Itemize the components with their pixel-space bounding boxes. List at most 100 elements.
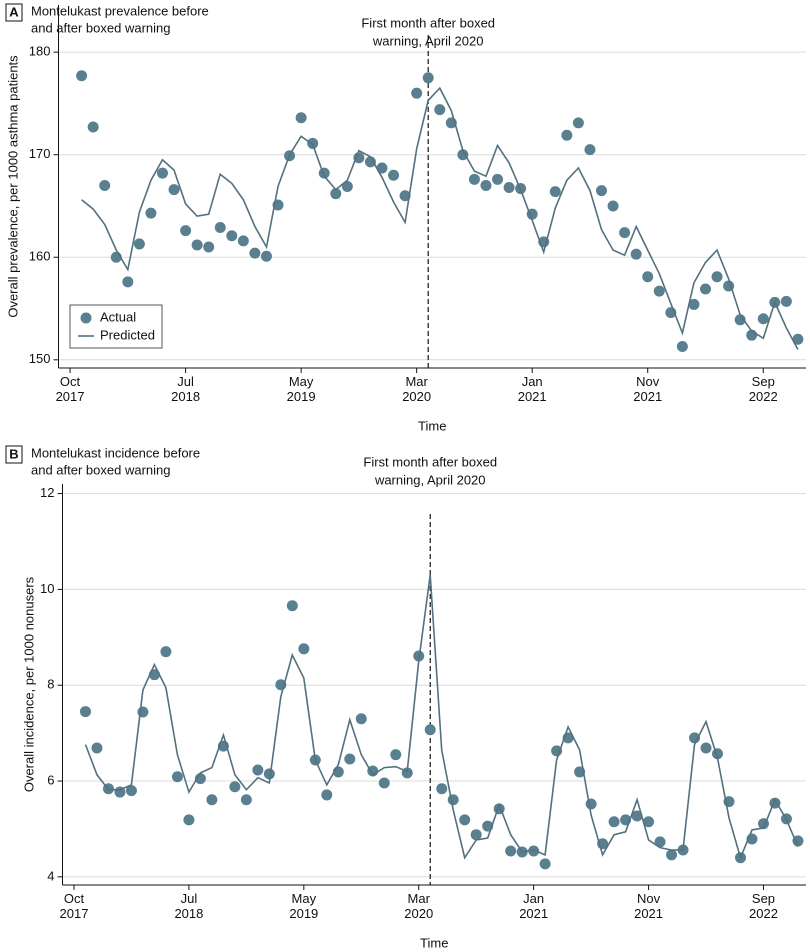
x-tick-label: Sep 2022 [749,374,778,404]
y-tick-label: 10 [40,581,54,596]
x-tick-label: Mar 2020 [404,891,433,921]
actual-point [561,129,573,141]
x-axis-label: Time [420,935,448,950]
actual-point [286,600,298,612]
actual-point [549,186,561,198]
actual-point [330,188,342,200]
chart-title: and after boxed warning [31,462,170,477]
panel-letter-box [5,445,23,464]
y-tick-label: 4 [47,868,54,883]
actual-point [654,836,666,848]
actual-point [596,185,608,197]
actual-point [364,156,376,168]
legend-label: Predicted [100,327,155,342]
actual-point [422,72,434,84]
actual-point [390,749,402,761]
actual-point [653,285,665,297]
panel-letter-box [5,3,23,22]
actual-point [229,781,241,793]
actual-point [792,333,804,345]
actual-point [194,773,206,785]
actual-point [480,179,492,191]
y-tick-label: 180 [29,44,51,59]
actual-point [156,167,168,179]
y-tick-label: 6 [47,772,54,787]
actual-point [734,314,746,326]
actual-point [183,814,195,826]
x-tick-label: May 2019 [287,374,316,404]
actual-point [676,340,688,352]
x-tick-label: Jan 2021 [519,891,548,921]
actual-point [572,117,584,129]
x-tick-label: May 2019 [289,891,318,921]
actual-point [424,724,436,736]
actual-point [643,816,655,828]
panel-letter: B [9,446,18,461]
actual-point [585,798,597,810]
y-tick-label: 8 [47,677,54,692]
y-tick-label: 160 [29,249,51,264]
actual-point [539,858,551,870]
chart-title: and after boxed warning [31,20,170,35]
actual-point [125,785,137,797]
actual-point [700,742,712,754]
x-tick-label: Sep 2022 [749,891,778,921]
actual-point [631,810,643,822]
actual-point [757,313,769,325]
actual-point [447,794,459,806]
actual-point [76,70,88,82]
actual-point [436,783,448,795]
panel-letter: A [9,4,19,19]
actual-point [355,713,367,725]
y-tick-label: 12 [40,485,54,500]
actual-point [341,181,353,192]
actual-point [353,152,365,164]
actual-point [180,225,192,237]
x-tick-label: Oct 2017 [60,891,89,921]
actual-point [160,646,172,658]
actual-point [505,845,517,857]
chart-title: Montelukast prevalence before [31,3,209,18]
actual-point [711,271,723,283]
actual-point [145,207,157,219]
actual-point [459,814,471,826]
actual-point [122,276,134,288]
annotation: First month after boxed [361,15,495,30]
x-axis-label: Time [418,418,446,433]
actual-point [699,283,711,295]
predicted-line [81,86,799,350]
x-tick-label: Jul 2018 [174,891,203,921]
x-tick-label: Jan 2021 [518,374,547,404]
actual-point [214,222,226,234]
y-axis-label: Overall prevalence, per 1000 asthma pati… [5,55,20,318]
x-tick-label: Nov 2021 [634,891,663,921]
actual-point [630,248,642,260]
actual-point [666,849,678,861]
legend-label: Actual [100,309,136,324]
actual-point [191,239,203,251]
actual-point [457,149,469,161]
actual-point [249,247,261,259]
actual-point [91,742,103,754]
x-tick-label: Mar 2020 [402,374,431,404]
actual-point [263,768,275,780]
actual-point [434,104,446,116]
y-tick-label: 170 [29,146,51,161]
actual-point [133,238,145,250]
actual-point [780,295,792,307]
actual-point [87,121,99,133]
actual-point [528,845,540,857]
actual-point [240,794,252,806]
x-tick-label: Nov 2021 [633,374,662,404]
actual-point [399,190,411,202]
x-tick-label: Oct 2017 [56,374,85,404]
actual-point [608,816,620,828]
actual-point [168,184,180,196]
actual-point [388,169,400,181]
legend-box [69,304,163,349]
actual-point [376,162,388,174]
y-axis-label: Overall incidence, per 1000 nonusers [21,576,36,792]
actual-point [203,241,215,253]
actual-point [642,271,654,283]
